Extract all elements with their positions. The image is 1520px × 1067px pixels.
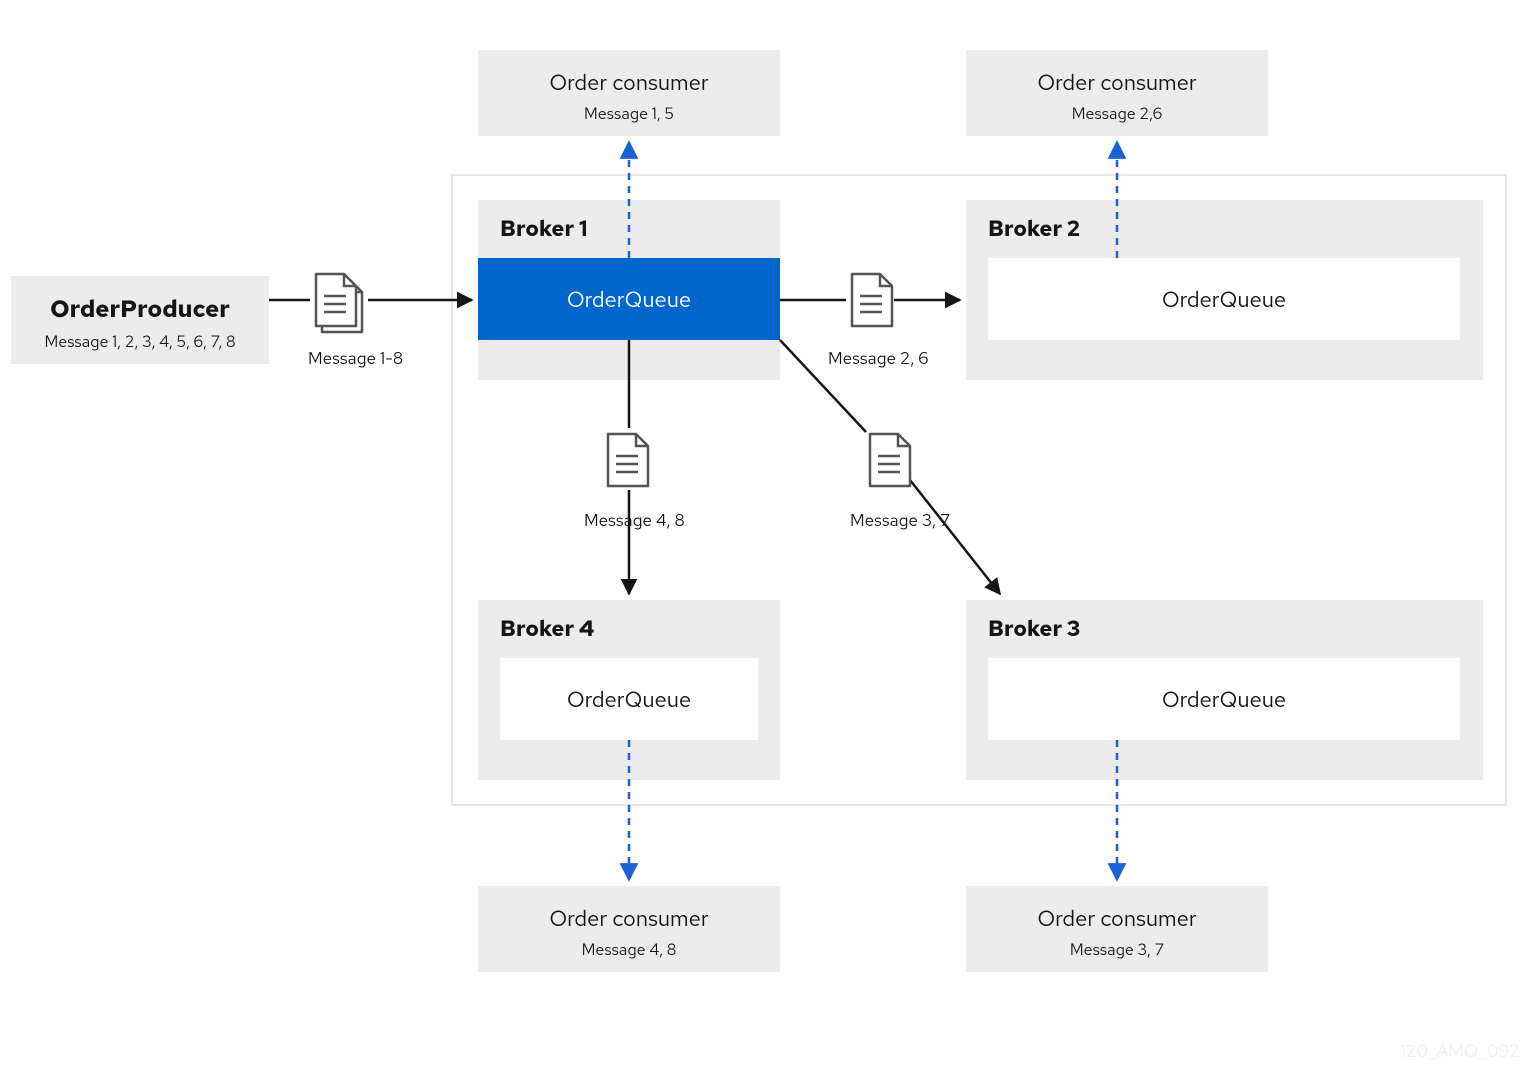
order-consumer-top-left: Order consumer Message 1, 5: [478, 50, 780, 136]
consumer-title: Order consumer: [966, 904, 1268, 933]
queue-text: OrderQueue: [1162, 685, 1286, 714]
broker-4-label: Broker 4: [500, 614, 594, 643]
consumer-sub: Message 1, 5: [478, 103, 780, 124]
broker-1-queue: OrderQueue: [478, 258, 780, 340]
order-consumer-top-right: Order consumer Message 2,6: [966, 50, 1268, 136]
broker-3-label: Broker 3: [988, 614, 1080, 643]
msg-label-2-6: Message 2, 6: [828, 348, 929, 370]
queue-text: OrderQueue: [567, 685, 691, 714]
watermark-text: 120_AMQ_0921: [1400, 1040, 1520, 1063]
order-producer-sub: Message 1, 2, 3, 4, 5, 6, 7, 8: [11, 331, 269, 352]
order-consumer-bottom-right: Order consumer Message 3, 7: [966, 886, 1268, 972]
broker-4-queue: OrderQueue: [500, 658, 758, 740]
document-icon: [316, 274, 362, 332]
broker-2-queue: OrderQueue: [988, 258, 1460, 340]
consumer-sub: Message 4, 8: [478, 939, 780, 960]
diagram-stage: OrderProducer Message 1, 2, 3, 4, 5, 6, …: [0, 0, 1520, 1067]
msg-label-3-7: Message 3, 7: [850, 510, 950, 532]
order-producer-title: OrderProducer: [11, 294, 269, 325]
consumer-title: Order consumer: [478, 68, 780, 97]
consumer-sub: Message 3, 7: [966, 939, 1268, 960]
queue-text: OrderQueue: [567, 285, 691, 314]
broker-2-label: Broker 2: [988, 214, 1080, 243]
msg-label-1-8: Message 1-8: [308, 348, 403, 370]
consumer-sub: Message 2,6: [966, 103, 1268, 124]
consumer-title: Order consumer: [966, 68, 1268, 97]
broker-3-queue: OrderQueue: [988, 658, 1460, 740]
queue-text: OrderQueue: [1162, 285, 1286, 314]
msg-label-4-8: Message 4, 8: [584, 510, 685, 532]
order-consumer-bottom-left: Order consumer Message 4, 8: [478, 886, 780, 972]
consumer-title: Order consumer: [478, 904, 780, 933]
order-producer-box: OrderProducer Message 1, 2, 3, 4, 5, 6, …: [11, 276, 269, 364]
broker-1-label: Broker 1: [500, 214, 587, 243]
